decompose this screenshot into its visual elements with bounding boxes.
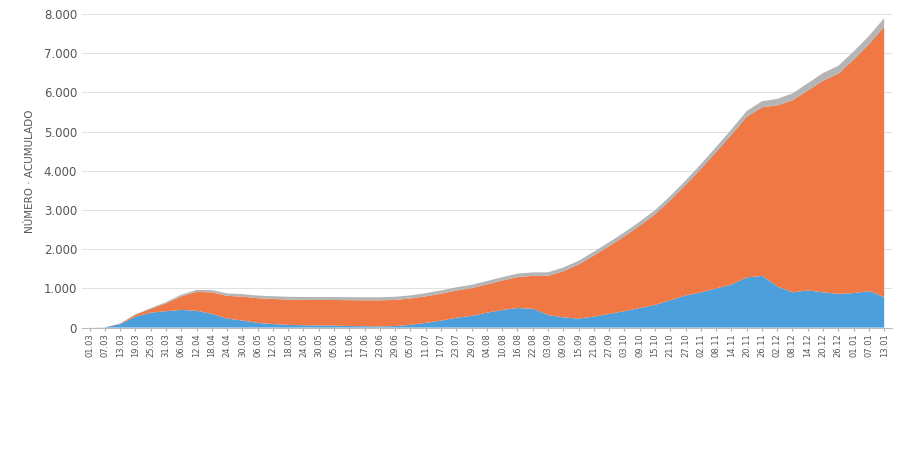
Y-axis label: NÚMERO · ACUMULADO: NÚMERO · ACUMULADO [25, 109, 35, 233]
